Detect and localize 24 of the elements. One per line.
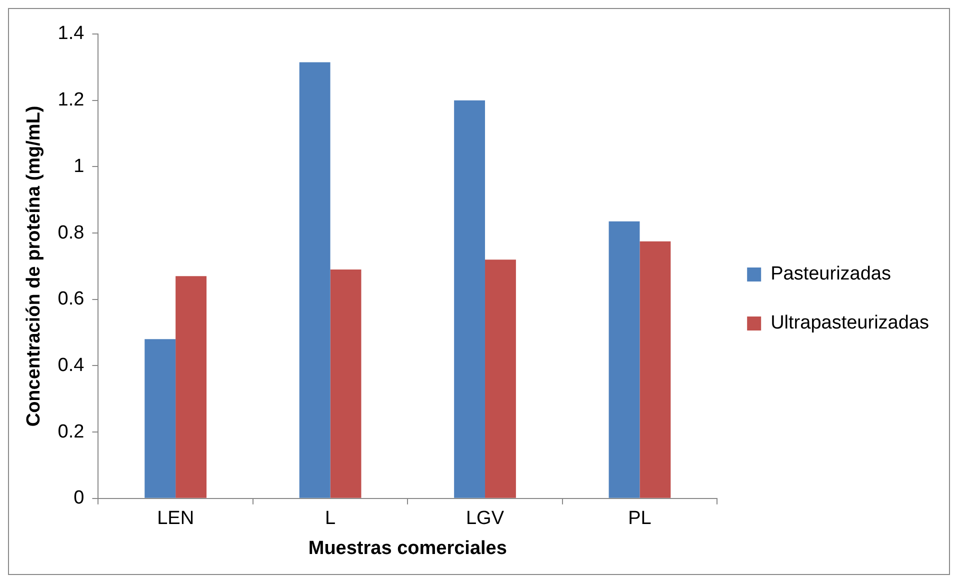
bar	[144, 339, 176, 498]
legend-label: Ultrapasteurizadas	[770, 312, 930, 334]
y-axis-title: Concentración de proteína (mg/mL)	[24, 106, 45, 427]
x-tick-label: L	[325, 508, 336, 530]
bar	[330, 270, 362, 498]
x-tick-label: PL	[628, 508, 652, 530]
y-tick-label: 0.8	[58, 222, 84, 244]
bar	[176, 276, 207, 498]
y-tick-label: 1.2	[58, 90, 84, 111]
y-tick-label: 1	[74, 156, 84, 177]
bar	[608, 221, 640, 498]
x-tick-label: LGV	[466, 508, 504, 530]
x-axis-title: Muestras comerciales	[308, 538, 507, 559]
x-tick-label: LEN	[157, 508, 194, 530]
bar	[640, 241, 671, 498]
bar	[299, 62, 330, 498]
y-tick-label: 0.2	[58, 421, 84, 442]
y-tick-label: 0	[74, 488, 84, 509]
y-tick-label: 0.6	[58, 288, 84, 310]
y-tick-label: 0.4	[58, 354, 85, 376]
bar	[485, 260, 516, 498]
bar	[454, 100, 486, 498]
y-tick-label: 1.4	[58, 23, 85, 44]
legend-label: Pasteurizadas	[770, 264, 891, 285]
